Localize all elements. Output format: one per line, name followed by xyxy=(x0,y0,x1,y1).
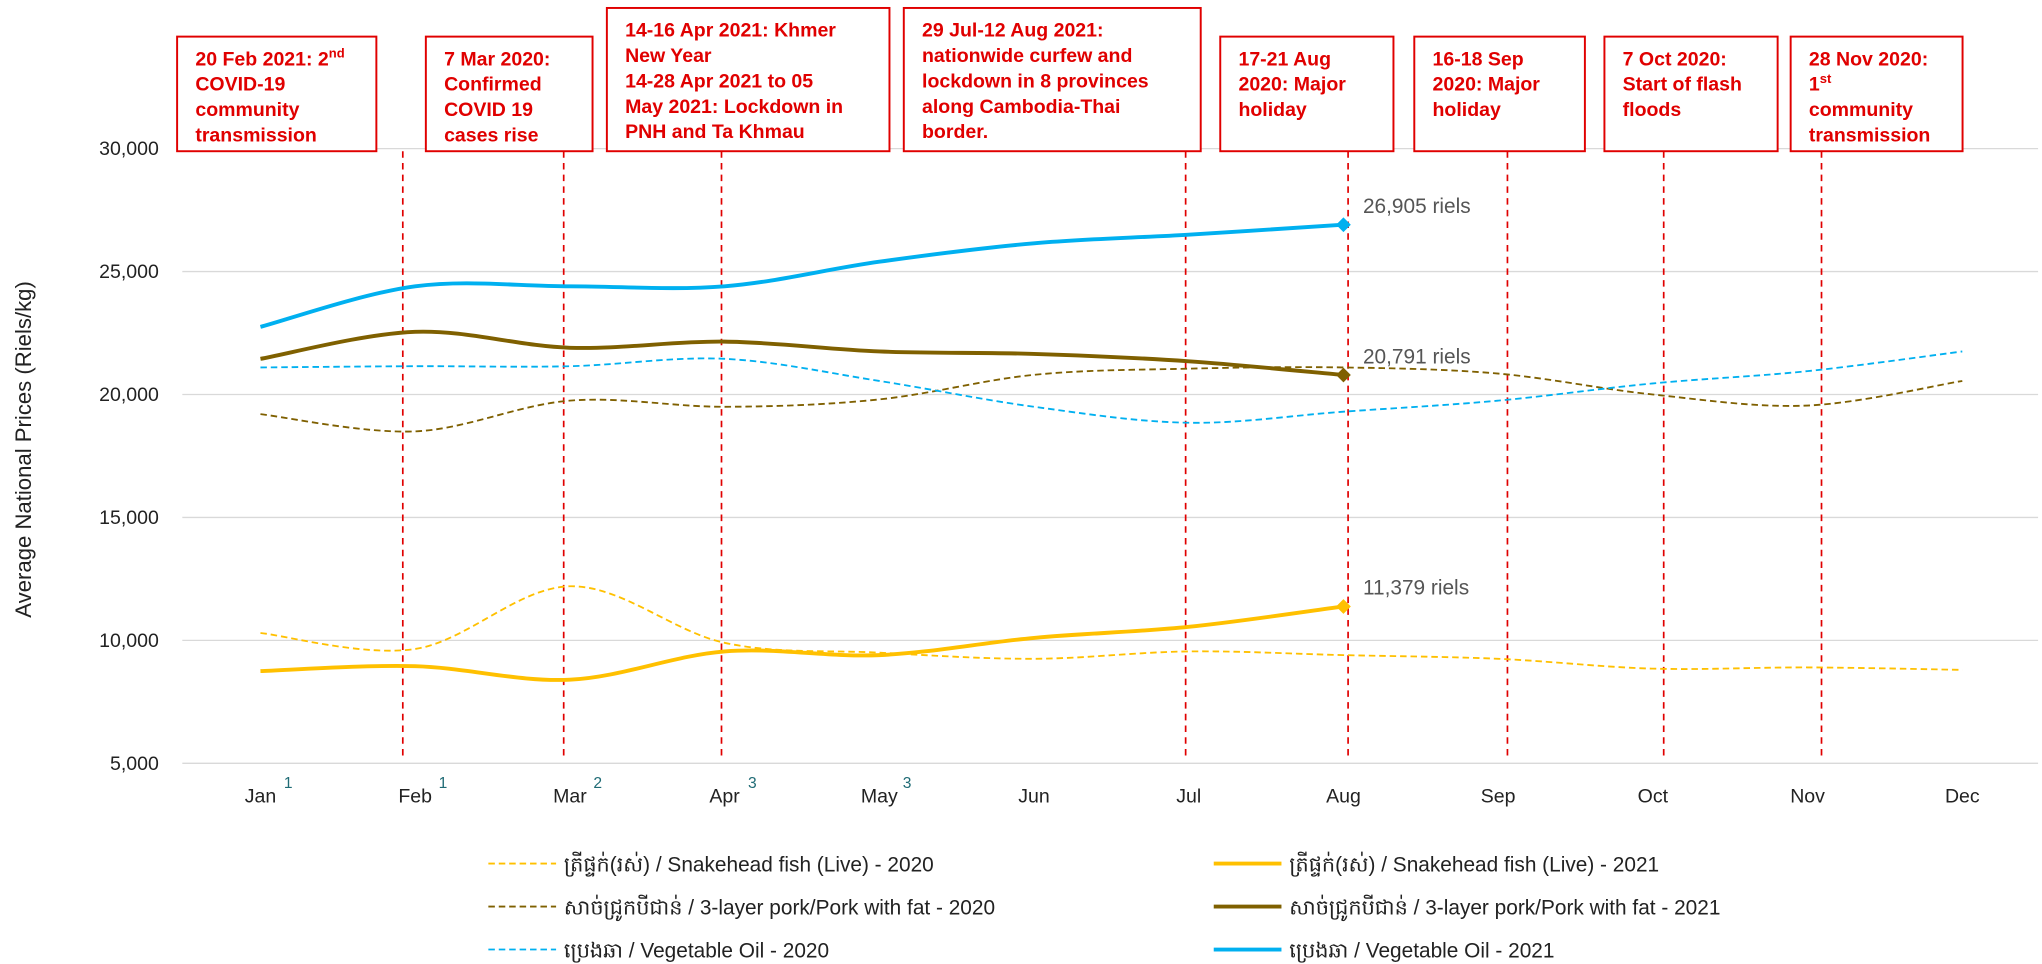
event-text-part: 20 Feb 2021: 2 xyxy=(195,48,329,70)
legend-label: សាច់ជ្រូកបីជាន់ / 3-layer pork/Pork with… xyxy=(1289,894,1720,921)
event-text: cases rise xyxy=(444,124,539,146)
event-text: along Cambodia-Thai xyxy=(922,96,1120,118)
event-text: 7 Oct 2020: xyxy=(1623,48,1727,70)
event-text: transmission xyxy=(1809,124,1930,146)
event-text: 1st xyxy=(1809,71,1832,96)
event-superscript: nd xyxy=(329,45,345,60)
event-text: lockdown in 8 provinces xyxy=(922,70,1149,92)
event-text: holiday xyxy=(1238,99,1306,121)
event-text: community xyxy=(195,99,299,121)
event-box xyxy=(1603,35,1779,153)
series-line xyxy=(260,585,1963,671)
event-text: transmission xyxy=(195,124,316,146)
event-text: COVID 19 xyxy=(444,99,533,121)
event-superscript: st xyxy=(1820,71,1832,86)
event-text-part: 1 xyxy=(1809,74,1820,96)
legend-label: សាច់ជ្រូកបីជាន់ / 3-layer pork/Pork with… xyxy=(564,894,995,921)
y-tick-label: 30,000 xyxy=(99,138,159,160)
x-tick-label: May xyxy=(861,785,898,807)
event-box xyxy=(1413,35,1586,153)
x-tick-label: Feb xyxy=(398,785,432,807)
event-text: border. xyxy=(922,121,988,143)
event-text: 7 Mar 2020: xyxy=(444,48,550,70)
end-marker xyxy=(1336,217,1351,233)
event-box xyxy=(902,6,1202,153)
event-text: 14-28 Apr 2021 to 05 xyxy=(625,70,813,92)
event-text: PNH and Ta Khmau xyxy=(625,121,805,143)
x-tick-label: Mar xyxy=(553,785,587,807)
event-text: 16-18 Sep xyxy=(1433,48,1524,70)
x-tick-label: Nov xyxy=(1790,785,1825,807)
series-line xyxy=(259,222,1344,329)
end-marker xyxy=(1336,599,1351,614)
legend-label: ប្រេងឆា / Vegetable Oil - 2020 xyxy=(564,939,829,963)
x-tick-label: Dec xyxy=(1945,785,1980,807)
event-text: 17-21 Aug xyxy=(1238,48,1331,70)
y-tick-label: 5,000 xyxy=(110,753,159,775)
series-line xyxy=(260,350,1963,424)
x-tick-label: Apr xyxy=(709,785,740,807)
x-tick-note: 3 xyxy=(903,775,912,792)
x-tick-label: Aug xyxy=(1326,785,1361,807)
y-tick-label: 20,000 xyxy=(99,384,159,406)
series-line xyxy=(260,329,1344,377)
x-tick-note: 1 xyxy=(439,775,448,792)
x-tick-label: Oct xyxy=(1638,785,1669,807)
x-tick-note: 2 xyxy=(593,775,602,792)
x-tick-note: 1 xyxy=(284,775,293,792)
event-text: community xyxy=(1809,99,1913,121)
legend-label: ប្រេងឆា / Vegetable Oil - 2021 xyxy=(1289,939,1554,963)
event-box xyxy=(424,35,594,153)
event-text: 29 Jul-12 Aug 2021: xyxy=(922,20,1104,42)
y-axis-label: Average National Prices (Riels/kg) xyxy=(11,281,36,618)
event-text: 28 Nov 2020: xyxy=(1809,48,1928,70)
legend-label: ត្រីផ្ទក់(រស់) / Snakehead fish (Live) -… xyxy=(564,851,934,877)
event-box xyxy=(605,6,891,153)
x-tick-label: Jul xyxy=(1176,785,1201,807)
event-text: holiday xyxy=(1433,99,1501,121)
event-text: New Year xyxy=(625,45,712,67)
event-text: COVID-19 xyxy=(195,74,285,96)
event-text: 2020: Major xyxy=(1238,74,1346,96)
value-label: 20,791 riels xyxy=(1363,345,1471,368)
y-tick-label: 25,000 xyxy=(99,261,159,283)
event-text: Confirmed xyxy=(444,74,542,96)
event-text: nationwide curfew and xyxy=(922,45,1132,67)
x-tick-label: Jun xyxy=(1018,785,1049,807)
y-tick-label: 15,000 xyxy=(99,507,159,529)
event-text: floods xyxy=(1623,99,1682,121)
event-text: 20 Feb 2021: 2nd xyxy=(195,45,344,70)
x-tick-label: Sep xyxy=(1481,785,1516,807)
event-text: May 2021: Lockdown in xyxy=(625,96,843,118)
event-text: 2020: Major xyxy=(1433,74,1541,96)
legend-label: ត្រីផ្ទក់(រស់) / Snakehead fish (Live) -… xyxy=(1289,851,1659,877)
value-label: 26,905 riels xyxy=(1363,195,1471,218)
event-text: 14-16 Apr 2021: Khmer xyxy=(625,20,836,42)
value-label: 11,379 riels xyxy=(1363,577,1469,600)
series-line xyxy=(260,366,1963,433)
event-box xyxy=(1219,35,1395,153)
series-line xyxy=(260,604,1344,682)
end-marker xyxy=(1336,367,1351,383)
event-box xyxy=(1789,35,1964,153)
x-tick-note: 3 xyxy=(748,775,757,792)
x-tick-label: Jan xyxy=(245,785,276,807)
event-box xyxy=(176,35,378,153)
event-text: Start of flash xyxy=(1623,74,1742,96)
y-tick-label: 10,000 xyxy=(99,630,159,652)
